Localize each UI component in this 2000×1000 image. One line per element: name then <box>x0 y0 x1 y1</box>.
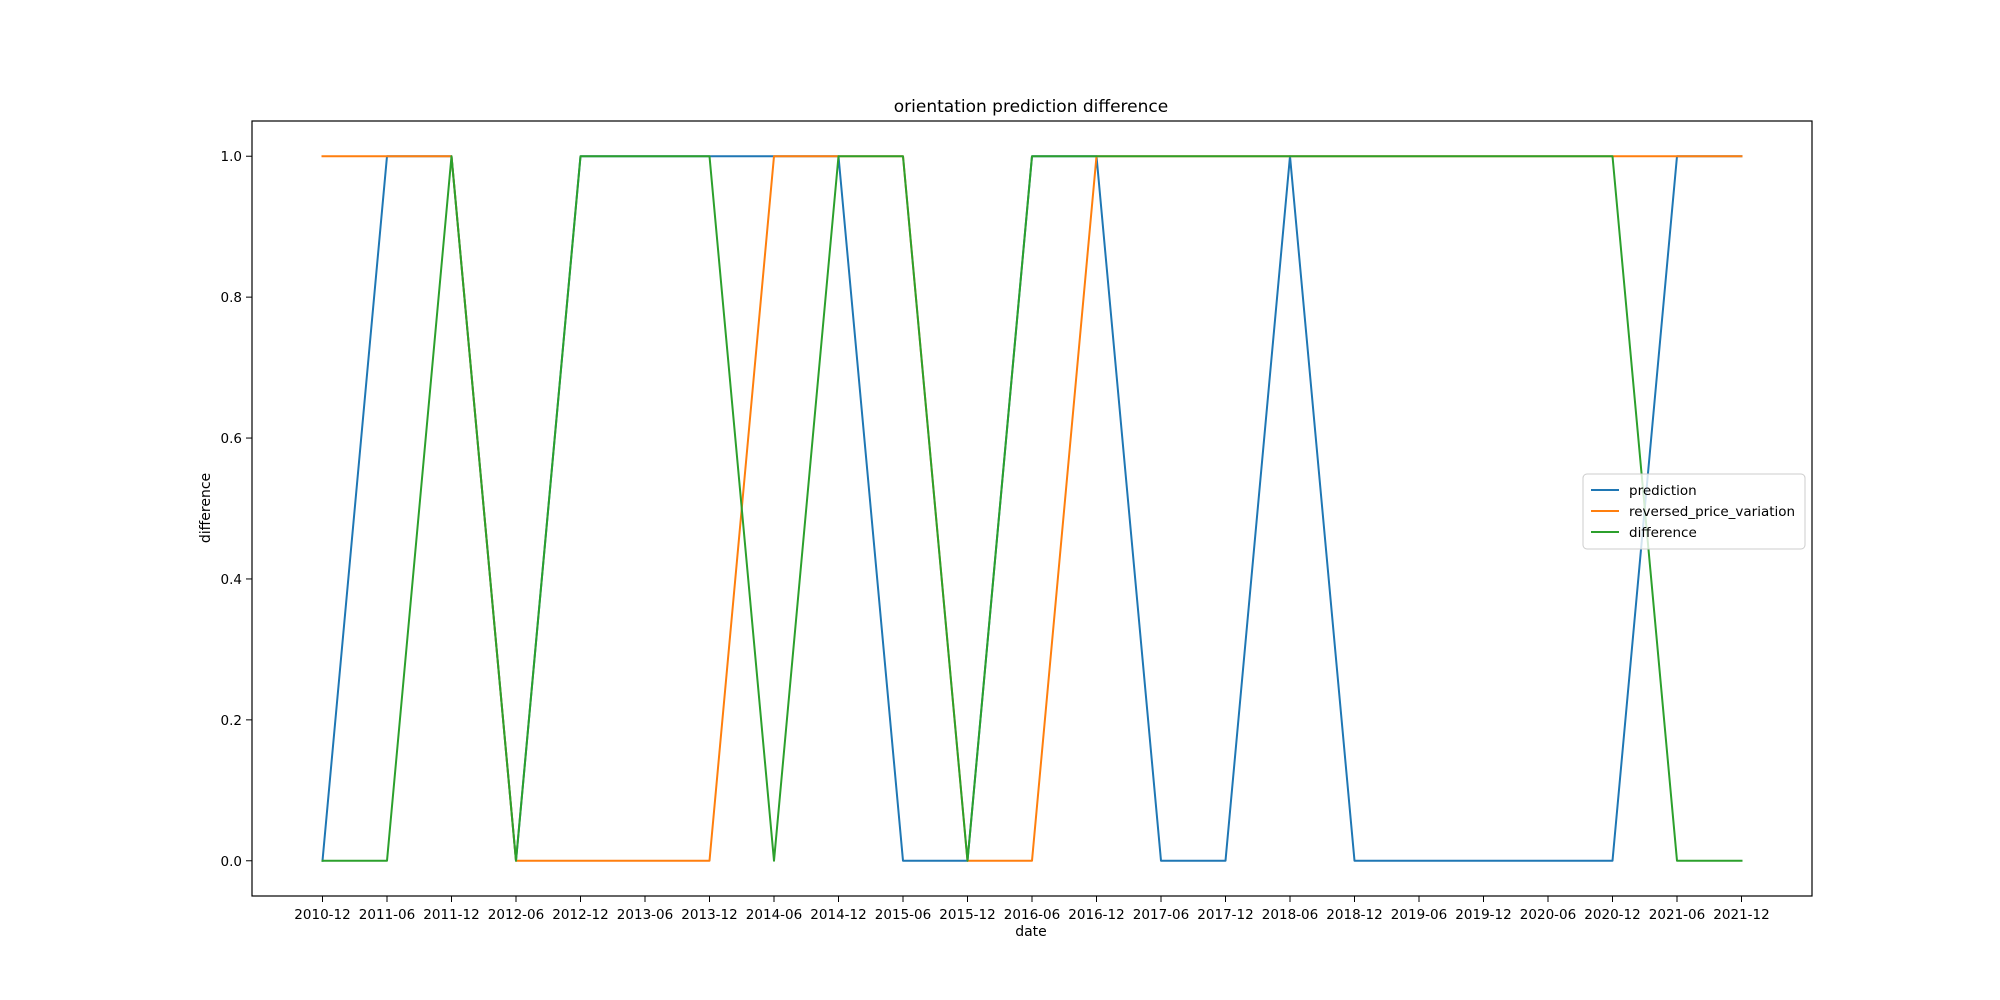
x-tick-label: 2017-06 <box>1133 907 1189 923</box>
x-tick-label: 2019-06 <box>1391 907 1447 923</box>
x-tick-label: 2018-12 <box>1326 907 1382 923</box>
legend: prediction reversed_price_variationdiffer… <box>1582 473 1806 550</box>
y-tick-label: 0.0 <box>221 854 242 870</box>
x-axis-label: date <box>1015 924 1047 940</box>
y-tick-label: 0.2 <box>221 713 242 729</box>
x-tick-label: 2020-12 <box>1584 907 1640 923</box>
legend-label-reversed-price-variation: reversed_price_variation <box>1629 504 1795 520</box>
y-tick-label: 0.4 <box>221 572 242 588</box>
x-tick-label: 2012-12 <box>552 907 608 923</box>
series-line-difference <box>321 155 1743 862</box>
y-axis: 0.0 0.2 0.4 0.6 0.8 1.0 <box>221 149 252 870</box>
x-tick-label: 2013-12 <box>681 907 737 923</box>
x-tick-label: 2018-06 <box>1262 907 1318 923</box>
x-tick-label: 2019-12 <box>1455 907 1511 923</box>
y-tick-label: 0.8 <box>221 290 242 306</box>
x-tick-label: 2016-12 <box>1068 907 1124 923</box>
x-tick-label: 2021-06 <box>1649 907 1705 923</box>
x-tick-label: 2020-06 <box>1520 907 1576 923</box>
x-tick-label: 2016-06 <box>1004 907 1060 923</box>
x-tick-label: 2011-06 <box>359 907 415 923</box>
x-tick-label: 2010-12 <box>294 907 350 923</box>
legend-label-prediction: prediction <box>1629 483 1697 499</box>
x-tick-label: 2021-12 <box>1713 907 1769 923</box>
chart-title: orientation prediction difference <box>894 97 1168 117</box>
x-axis: 2010-12 2011-06 2011-12 2012-06 2012-12 2013-… <box>294 896 1770 923</box>
y-tick-label: 0.6 <box>221 431 242 447</box>
legend-box <box>1582 473 1806 550</box>
x-tick-label: 2014-06 <box>746 907 802 923</box>
x-tick-label: 2015-06 <box>875 907 931 923</box>
y-tick-label: 1.0 <box>221 149 242 165</box>
series-layer <box>321 155 1743 862</box>
x-tick-label: 2011-12 <box>423 907 479 923</box>
x-tick-label: 2014-12 <box>810 907 866 923</box>
x-tick-label: 2013-06 <box>617 907 673 923</box>
y-axis-label: difference <box>198 473 214 543</box>
x-tick-label: 2015-12 <box>939 907 995 923</box>
legend-label-difference: difference <box>1629 525 1697 541</box>
x-tick-label: 2017-12 <box>1197 907 1253 923</box>
x-tick-label: 2012-06 <box>488 907 544 923</box>
